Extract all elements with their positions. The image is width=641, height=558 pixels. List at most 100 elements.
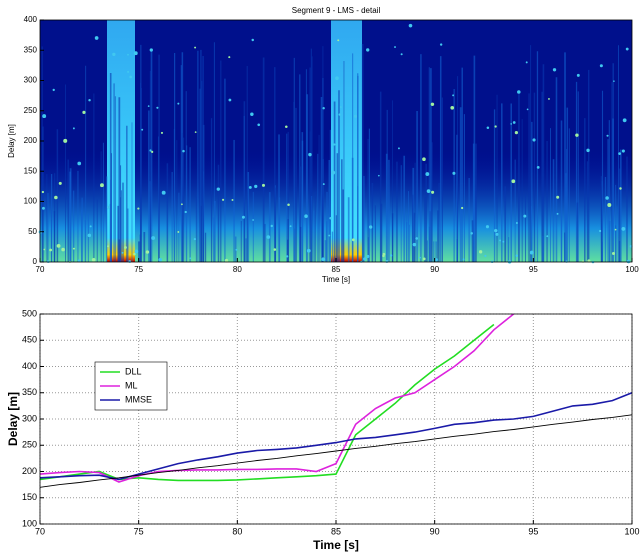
speckle [77,161,82,166]
speckle [378,174,380,177]
speckle [495,232,499,236]
speckle [486,126,490,130]
speckle [61,247,65,252]
heatmap-streaks [38,23,633,264]
speckle [284,125,288,129]
speckle [484,254,487,258]
speckle [478,250,483,254]
speckle [353,114,358,118]
speckle [127,70,130,73]
speckle [270,224,273,228]
speckle [462,258,465,261]
speckle [161,190,166,195]
legend-box [94,361,168,411]
y-tick-label: 400 [24,15,38,24]
speckle [586,148,590,153]
speckle [575,133,579,137]
y-tick-label: 0 [33,257,38,266]
speckle [129,75,132,79]
legend-label: MMSE [125,394,152,404]
speckle [228,56,231,59]
x-tick-label: 95 [529,265,538,274]
speckle [184,210,187,214]
speckle [412,242,417,247]
speckle [408,23,413,28]
speckle [107,245,109,248]
speckle [422,257,426,261]
x-tick-label: 70 [36,265,45,274]
speckle [598,229,602,233]
speckle [224,258,229,263]
speckle [536,166,540,169]
speckle [100,183,104,188]
speckle [366,48,370,52]
speckle [614,228,617,231]
speckle [189,257,192,260]
speckle [77,259,81,262]
speckle [526,108,529,111]
x-tick-label: 95 [528,526,538,536]
y-tick-label: 150 [24,166,38,175]
speckle [517,90,521,94]
speckle [510,123,513,125]
speckle [398,147,400,150]
speckle [158,257,163,262]
y-tick-label: 250 [22,440,37,450]
speckle [141,128,144,131]
speckle [322,106,325,110]
speckle [434,258,438,262]
y-tick-label: 50 [28,227,37,236]
speckle [470,232,473,235]
speckle [337,39,340,42]
speckle [72,247,75,250]
speckle [147,105,150,107]
speckle [351,238,355,242]
speckle [321,257,326,262]
x-tick-label: 100 [624,526,639,536]
speckle [252,219,254,221]
speckle [41,190,45,194]
speckle [41,206,45,210]
speckle [499,239,501,242]
y-tick-label: 350 [22,387,37,397]
speckle [194,131,197,134]
speckle [250,112,254,117]
speckle [331,170,336,175]
speckle [619,187,622,190]
speckle [58,181,62,185]
speckle [304,214,308,218]
speckle [221,198,225,201]
speckle [94,36,99,40]
x-tick-label: 80 [232,526,242,536]
speckle [329,217,332,220]
speckle [339,106,342,108]
speckle [607,203,612,208]
x-tick-label: 80 [233,265,242,274]
speckle [43,248,46,251]
x-tick-label: 85 [332,265,341,274]
speckle [251,38,255,42]
speckle [382,254,385,258]
speckle [261,183,266,187]
y-tick-label: 150 [22,492,37,502]
speckle [156,106,159,109]
speckle [514,131,518,135]
speckle [91,257,96,262]
speckle [87,233,92,238]
speckle [133,252,136,256]
speckle [419,256,421,259]
speckle [216,187,220,191]
y-tick-label: 200 [24,136,38,145]
x-axis-label: Time [s] [313,538,359,552]
speckle [613,80,615,82]
speckle [193,237,196,241]
speckle [42,114,47,119]
speckle [532,138,536,142]
speckle [248,185,252,189]
speckle [273,248,277,251]
speckle [306,248,311,253]
y-tick-label: 500 [22,308,37,318]
speckle [546,235,549,238]
speckle [177,102,180,105]
speckle [241,215,245,219]
